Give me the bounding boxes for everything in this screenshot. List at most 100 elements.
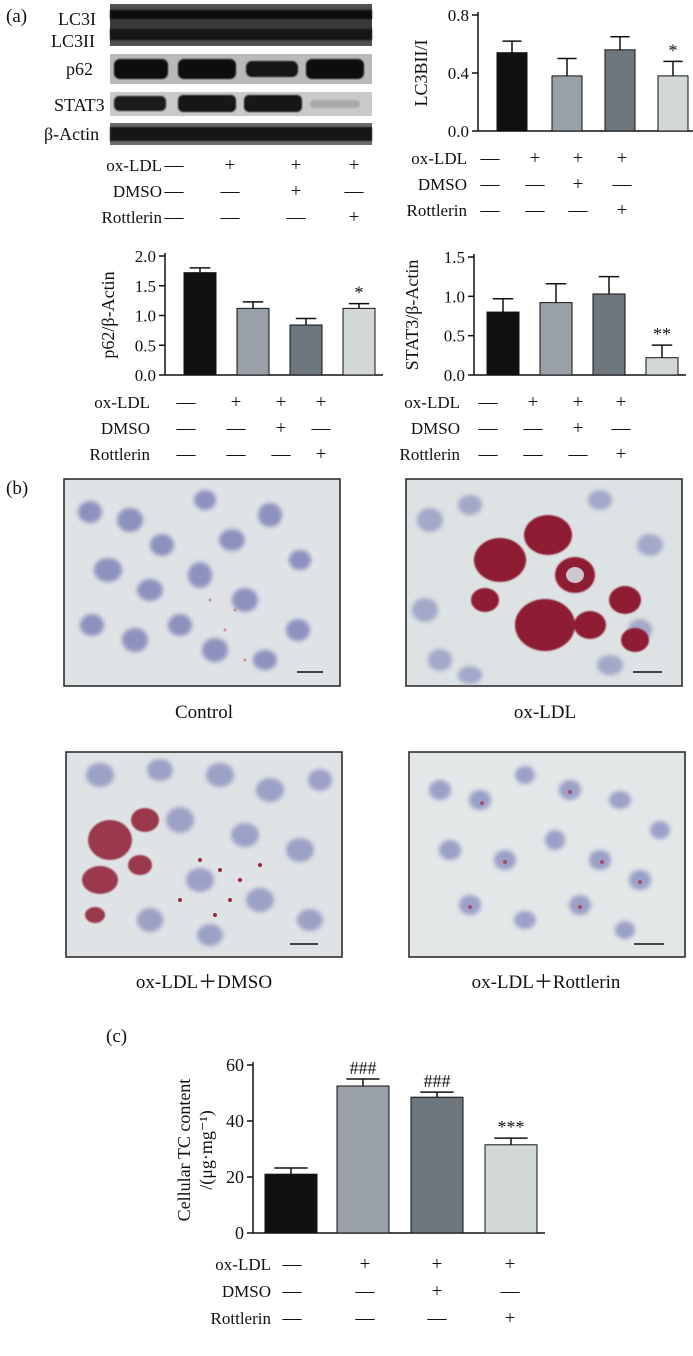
- stat3-y-tick-label: 0.0: [444, 366, 465, 385]
- p62-condition-sign: +: [276, 418, 287, 439]
- p62-condition-sign: +: [316, 444, 327, 465]
- lc3b-condition-label: Rottlerin: [407, 201, 468, 220]
- tc-bar: [336, 1085, 390, 1234]
- tc-condition-sign: —: [355, 1308, 376, 1329]
- tc-bar: [410, 1096, 464, 1234]
- tc-condition-sign: —: [282, 1308, 303, 1329]
- stat3-condition-sign: —: [478, 392, 499, 413]
- blot-condition-sign: —: [286, 207, 307, 228]
- chart-lc3b-ratio: 0.0 0.4 0.8 LC3BII/I * ox-LDL — + + + DMSO — — + — Rott…: [407, 6, 693, 221]
- tc-condition-sign: +: [505, 1308, 516, 1329]
- p62-bar: [236, 307, 270, 376]
- stat3-y-tick-label: 1.5: [444, 248, 465, 267]
- p62-condition-sign: —: [311, 418, 332, 439]
- lc3b-condition-label: ox-LDL: [411, 149, 467, 168]
- p62-condition-sign: +: [276, 392, 287, 413]
- p62-condition-label: ox-LDL: [94, 393, 150, 412]
- stat3-condition-label: DMSO: [411, 419, 460, 438]
- tc-condition-sign: —: [355, 1281, 376, 1302]
- stat3-condition-sign: +: [573, 418, 584, 439]
- stat3-condition-sign: +: [616, 444, 627, 465]
- p62-y-tick-label: 0.5: [135, 336, 156, 355]
- lc3b-condition-sign: —: [525, 200, 546, 221]
- tc-condition-sign: —: [282, 1281, 303, 1302]
- p62-y-tick-label: 1.5: [135, 277, 156, 296]
- caption-ox-ldl-dmso: ox-LDL＋DMSO: [136, 972, 272, 993]
- stat3-condition-sign: +: [616, 392, 627, 413]
- p62-y-tick-label: 0.0: [135, 366, 156, 385]
- tc-y-tick-label: 60: [226, 1055, 244, 1075]
- lc3b-condition-sign: +: [573, 174, 584, 195]
- tc-condition-sign: +: [505, 1254, 516, 1275]
- blot-condition-label: ox-LDL: [106, 156, 162, 175]
- lc3b-y-tick-label: 0.8: [448, 6, 469, 25]
- lc3b-condition-sign: —: [480, 148, 501, 169]
- tc-condition-sign: +: [432, 1254, 443, 1275]
- p62-bar: [183, 272, 217, 376]
- band-label-p62: p62: [66, 59, 93, 79]
- tc-y-tick-label: 40: [226, 1111, 244, 1131]
- band-label-stat3: STAT3: [54, 95, 105, 115]
- stat3-bar: [486, 311, 520, 376]
- lc3b-significance-mark: *: [669, 40, 678, 60]
- chart-cellular-tc: 0 20 40 60 Cellular TC content/(μg·mg⁻¹) ### #…: [174, 1055, 545, 1329]
- blot-condition-sign: +: [349, 207, 360, 228]
- stat3-y-axis-label: STAT3/β-Actin: [402, 260, 422, 371]
- p62-y-tick-label: 2.0: [135, 247, 156, 266]
- tc-condition-sign: —: [427, 1308, 448, 1329]
- stat3-condition-sign: —: [523, 418, 544, 439]
- micrograph-control: [63, 478, 341, 687]
- stat3-condition-sign: —: [478, 418, 499, 439]
- blot-condition-sign: —: [164, 181, 185, 202]
- tc-condition-sign: —: [282, 1254, 303, 1275]
- stat3-y-tick-label: 0.5: [444, 327, 465, 346]
- blot-condition-sign: —: [220, 207, 241, 228]
- blot-condition-label: Rottlerin: [102, 208, 163, 227]
- tc-y-axis-label: Cellular TC content: [174, 1079, 194, 1222]
- tc-bar: [264, 1173, 318, 1234]
- blot-condition-sign: +: [349, 155, 360, 176]
- p62-condition-sign: —: [176, 418, 197, 439]
- caption-ox-ldl: ox-LDL: [514, 702, 576, 723]
- stat3-significance-mark: **: [653, 324, 671, 344]
- lc3b-y-tick-label: 0.4: [448, 64, 470, 83]
- panel-label-a: (a): [6, 6, 27, 27]
- band-label-lc3ii: LC3II: [51, 31, 95, 51]
- micrograph-ox-ldl-rottlerin: [408, 751, 686, 958]
- tc-condition-sign: —: [500, 1281, 521, 1302]
- tc-y-axis-unit: /(μg·mg⁻¹): [196, 1110, 217, 1190]
- tc-condition-sign: +: [432, 1281, 443, 1302]
- stat3-condition-sign: —: [478, 444, 499, 465]
- stat3-condition-label: ox-LDL: [404, 393, 460, 412]
- chart-stat3-ratio: 0.0 0.5 1.0 1.5 STAT3/β-Actin ** ox-LDL — + + + DMS…: [400, 248, 686, 465]
- p62-y-axis-label: p62/β-Actin: [98, 271, 118, 358]
- lc3b-condition-sign: +: [530, 148, 541, 169]
- blot-condition-table: ox-LDL — + + +DMSO — — + —Rottlerin — — — +: [102, 155, 365, 228]
- lc3b-bar: [604, 49, 636, 132]
- micrograph-ox-ldl-dmso: [65, 751, 343, 958]
- p62-condition-label: DMSO: [101, 419, 150, 438]
- stat3-condition-label: Rottlerin: [400, 445, 461, 464]
- lc3b-condition-sign: +: [573, 148, 584, 169]
- stat3-condition-sign: —: [523, 444, 544, 465]
- lc3b-condition-label: DMSO: [418, 175, 467, 194]
- chart-p62-ratio: 0.0 0.5 1.0 1.5 2.0 p62/β-Actin * ox-LDL — + + + DMS…: [90, 247, 383, 465]
- tc-condition-sign: +: [360, 1254, 371, 1275]
- p62-bar: [342, 307, 376, 376]
- blot-condition-sign: +: [225, 155, 236, 176]
- micrograph-ox-ldl: [405, 478, 683, 687]
- blot-condition-sign: —: [164, 155, 185, 176]
- caption-ox-ldl-rottlerin: ox-LDL＋Rottlerin: [472, 972, 621, 993]
- stat3-y-tick-label: 1.0: [444, 287, 465, 306]
- lc3b-condition-sign: —: [480, 174, 501, 195]
- stat3-condition-sign: +: [528, 392, 539, 413]
- lc3b-condition-sign: —: [612, 174, 633, 195]
- p62-condition-sign: +: [316, 392, 327, 413]
- lc3b-bar: [551, 75, 583, 132]
- tc-y-tick-label: 20: [226, 1167, 244, 1187]
- p62-condition-sign: —: [226, 444, 247, 465]
- tc-condition-label: DMSO: [222, 1282, 271, 1301]
- p62-condition-sign: +: [231, 392, 242, 413]
- band-label-lc3i: LC3I: [58, 9, 96, 29]
